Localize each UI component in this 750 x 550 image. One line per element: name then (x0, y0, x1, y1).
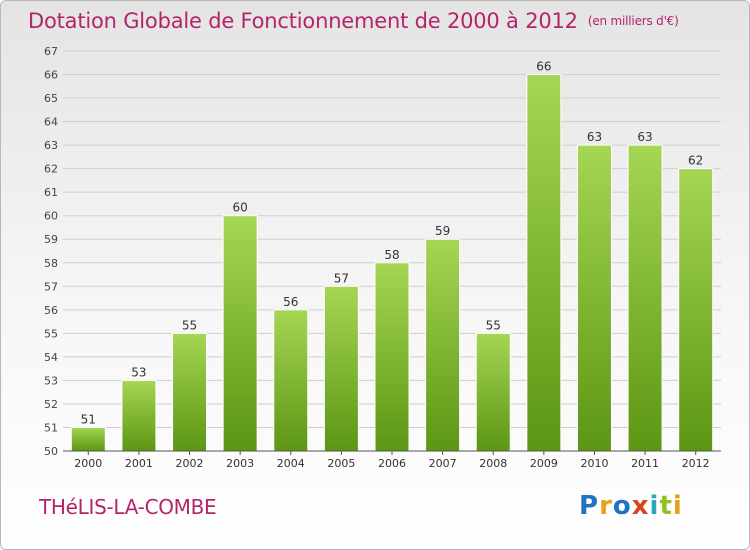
y-tick-label: 55 (44, 327, 58, 340)
y-tick-label: 53 (44, 374, 58, 387)
y-tick-label: 66 (44, 69, 58, 82)
chart-title: Dotation Globale de Fonctionnement de 20… (28, 9, 679, 33)
y-tick-label: 60 (44, 210, 58, 223)
logo-letter: r (599, 491, 613, 521)
logo-letter: x (631, 491, 650, 521)
y-tick-label: 54 (44, 351, 58, 364)
logo-letter: i (649, 491, 660, 521)
x-tick-label: 2000 (74, 457, 102, 470)
chart-unit: (en milliers d'€) (587, 14, 679, 28)
y-tick-label: 59 (44, 233, 58, 246)
bar-2002 (172, 332, 208, 452)
data-label-2009: 66 (536, 60, 551, 74)
logo-letter: t (659, 491, 673, 521)
bar-2010 (576, 144, 612, 452)
data-labels: 51 53 55 60 56 57 58 59 55 66 63 63 62 (81, 60, 704, 427)
y-tick-label: 61 (44, 186, 58, 199)
data-label-2012: 62 (688, 154, 703, 168)
data-label-2010: 63 (587, 130, 602, 144)
x-tick-label: 2004 (277, 457, 305, 470)
bar-2000 (70, 426, 106, 452)
y-tick-label: 65 (44, 92, 58, 105)
y-tick-label: 67 (44, 45, 58, 58)
x-tick-label: 2007 (429, 457, 457, 470)
y-tick-labels: 50 51 52 53 54 55 56 57 58 59 60 61 62 63 64 65 66 67 (44, 45, 58, 458)
x-tick-label: 2010 (580, 457, 608, 470)
bar-2012 (678, 168, 714, 452)
data-label-2008: 55 (486, 318, 501, 332)
bars (70, 74, 714, 452)
data-label-2002: 55 (182, 318, 197, 332)
y-tick-label: 64 (44, 116, 58, 129)
x-tick-label: 2011 (631, 457, 659, 470)
bar-2011 (627, 144, 663, 452)
x-tick-label: 2006 (378, 457, 406, 470)
x-tick-labels: 2000 2001 2002 2003 2004 2005 2006 2007 2008 2009… (74, 451, 710, 470)
y-tick-label: 57 (44, 280, 58, 293)
bar-2008 (475, 332, 511, 452)
x-tick-label: 2003 (226, 457, 254, 470)
x-tick-label: 2008 (479, 457, 507, 470)
data-label-2011: 63 (637, 130, 652, 144)
data-label-2003: 60 (233, 201, 248, 215)
data-label-2004: 56 (283, 295, 298, 309)
proxiti-logo[interactable]: Proxiti (579, 491, 683, 521)
x-tick-label: 2001 (125, 457, 153, 470)
bar-2003 (222, 215, 258, 452)
chart-title-text: Dotation Globale de Fonctionnement de 20… (28, 9, 578, 33)
logo-letter: o (612, 491, 632, 521)
logo-letter: i (672, 491, 683, 521)
y-tick-label: 62 (44, 163, 58, 176)
logo-letter: P (579, 491, 600, 521)
data-label-2005: 57 (334, 271, 349, 285)
y-tick-label: 56 (44, 304, 58, 317)
x-tick-label: 2002 (176, 457, 204, 470)
data-label-2000: 51 (81, 412, 96, 426)
x-tick-label: 2012 (682, 457, 710, 470)
bar-2001 (121, 379, 157, 452)
data-label-2006: 58 (384, 248, 399, 262)
bar-2007 (425, 238, 461, 452)
x-tick-label: 2005 (327, 457, 355, 470)
data-label-2001: 53 (131, 365, 146, 379)
bar-2009 (526, 74, 562, 452)
y-tick-label: 63 (44, 139, 58, 152)
y-tick-label: 52 (44, 398, 58, 411)
bar-2005 (323, 285, 359, 452)
y-tick-label: 51 (44, 421, 58, 434)
bar-2006 (374, 262, 410, 452)
bar-2004 (273, 309, 309, 452)
y-tick-label: 50 (44, 445, 58, 458)
commune-name: THéLIS-LA-COMBE (39, 495, 217, 519)
x-tick-label: 2009 (530, 457, 558, 470)
data-label-2007: 59 (435, 224, 450, 238)
y-tick-label: 58 (44, 257, 58, 270)
